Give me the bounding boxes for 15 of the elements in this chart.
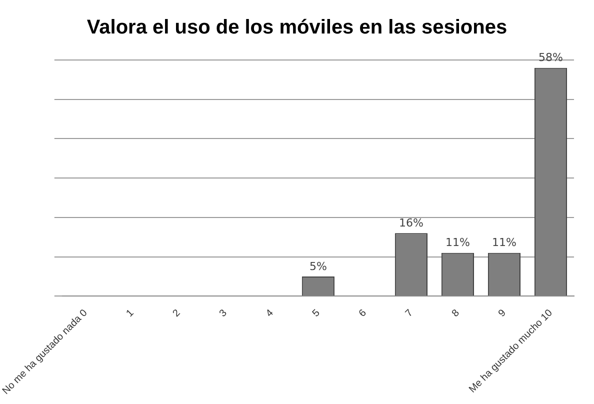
x-tick-label: 6 xyxy=(357,307,370,320)
data-label: 11% xyxy=(446,236,470,250)
x-tick-label: 9 xyxy=(496,307,509,320)
x-tick-label: 3 xyxy=(218,307,230,320)
x-tick-label: 2 xyxy=(171,307,184,320)
chart-title: Valora el uso de los móviles en las sesiones xyxy=(86,16,508,39)
x-tick-label: 5 xyxy=(310,307,323,320)
x-tick-label: 7 xyxy=(404,307,416,320)
data-label: 11% xyxy=(492,236,516,250)
x-tick-label: 8 xyxy=(450,307,462,320)
x-tick-label: 1 xyxy=(124,307,137,320)
data-label: 16% xyxy=(398,216,424,230)
data-label: 58% xyxy=(538,51,563,64)
x-tick-label: 4 xyxy=(264,307,276,320)
data-label: 5% xyxy=(309,260,327,273)
